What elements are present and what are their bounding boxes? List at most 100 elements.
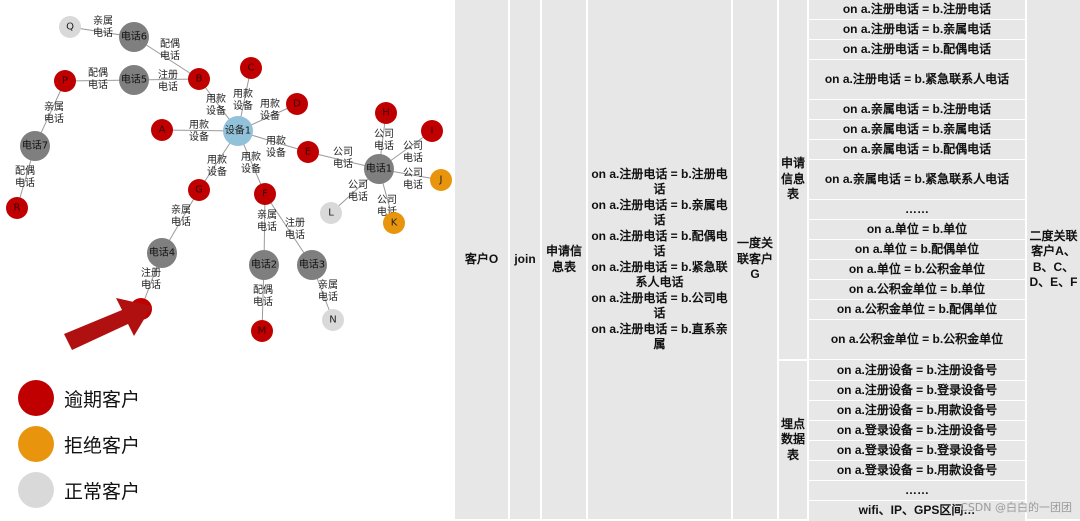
edge-label-G-phone4: 亲属电话 xyxy=(171,203,191,228)
condition-row: on a.注册设备 = b.用款设备号 xyxy=(809,401,1025,421)
node-label: J xyxy=(439,175,443,186)
node-phone2: 电话2 xyxy=(249,250,279,280)
node-label: A xyxy=(159,125,166,136)
join-logic-table: 客户O join 申请信息表 on a.注册电话 = b.注册电话 on a.注册… xyxy=(455,0,1080,521)
condition-row: on a.公积金单位 = b.单位 xyxy=(809,280,1025,300)
edge-label-L-phone1: 公司电话 xyxy=(348,180,368,203)
node-phone4: 电话4 xyxy=(147,238,177,268)
condition-row: on a.亲属电话 = b.亲属电话 xyxy=(809,120,1025,140)
watermark: CSDN @白白的一团团 xyxy=(960,501,1072,514)
node-J: J xyxy=(430,169,452,191)
node-label: H xyxy=(382,108,390,119)
node-N: N xyxy=(322,309,344,331)
node-E: E xyxy=(297,141,319,163)
node-phone1: 电话1 xyxy=(364,154,394,184)
node-Q: Q xyxy=(59,16,81,38)
node-label: D xyxy=(293,99,301,110)
node-C: C xyxy=(240,57,262,79)
node-phone5: 电话5 xyxy=(119,65,149,95)
node-circle xyxy=(249,250,279,280)
node-circle xyxy=(364,154,394,184)
edge-label-F-device1: 用款设备 xyxy=(241,150,261,175)
node-label: M xyxy=(258,326,267,337)
node-label: 电话4 xyxy=(149,246,175,259)
node-R: R xyxy=(6,197,28,219)
legend-normal-dot xyxy=(18,472,54,508)
first-condition: on a.注册电话 = b.紧急联系人电话 xyxy=(591,259,728,290)
condition-row: wifi、IP、GPS区间… xyxy=(809,501,1025,521)
legend-normal-label: 正常客户 xyxy=(64,480,141,503)
first-condition: on a.注册电话 = b.直系亲属 xyxy=(591,321,728,352)
legend-item-overdue: 逾期客户 xyxy=(18,375,140,421)
second-degree-result: 二度关联客户A、B、C、D、E、F xyxy=(1027,0,1080,519)
node-L: L xyxy=(320,202,342,224)
node-circle xyxy=(119,22,149,52)
node-K: K xyxy=(383,212,405,234)
node-I: I xyxy=(421,120,443,142)
edge-label-F-phone2: 亲属电话 xyxy=(257,208,277,233)
edge-label-I-phone1: 公司电话 xyxy=(403,141,423,164)
legend-rejected-dot xyxy=(18,426,54,462)
edge-label-A-device1: 用款设备 xyxy=(189,118,209,143)
edge-label-Q-phone6: 亲属电话 xyxy=(93,14,113,39)
node-label: 电话5 xyxy=(121,73,147,86)
node-circle xyxy=(147,238,177,268)
node-circle xyxy=(421,120,443,142)
customer-cell: 客户O xyxy=(455,0,508,519)
edge-label-B-device1: 用款设备 xyxy=(206,92,226,117)
condition-row: …… xyxy=(809,200,1025,220)
node-circle xyxy=(151,119,173,141)
node-circle xyxy=(297,250,327,280)
first-condition: on a.注册电话 = b.亲属电话 xyxy=(591,197,728,228)
node-label: C xyxy=(248,63,255,74)
node-label: 电话7 xyxy=(22,139,48,152)
node-label: 电话6 xyxy=(121,30,147,43)
edge-label-F-phone3: 注册电话 xyxy=(285,216,305,241)
edge-label-E-phone1: 公司电话 xyxy=(333,147,353,170)
condition-row: on a.登录设备 = b.注册设备号 xyxy=(809,421,1025,441)
node-label: F xyxy=(262,189,268,200)
node-label: G xyxy=(195,185,203,196)
application-table-cell: 申请信息表 xyxy=(542,0,586,519)
node-label: 设备1 xyxy=(225,124,251,137)
node-device1: 设备1 xyxy=(223,116,253,146)
condition-row: on a.登录设备 = b.登录设备号 xyxy=(809,441,1025,461)
node-circle xyxy=(254,183,276,205)
legend-overdue-dot xyxy=(18,380,54,416)
first-degree-conditions: on a.注册电话 = b.注册电话 on a.注册电话 = b.亲属电话 on a… xyxy=(588,0,731,519)
condition-row: on a.注册电话 = b.亲属电话 xyxy=(809,20,1025,40)
node-M: M xyxy=(251,320,273,342)
node-circle xyxy=(20,131,50,161)
condition-row: on a.亲属电话 = b.注册电话 xyxy=(809,100,1025,120)
node-label: R xyxy=(14,203,21,214)
condition-row: on a.亲属电话 = b.紧急联系人电话 xyxy=(809,160,1025,200)
first-condition: on a.注册电话 = b.配偶电话 xyxy=(591,228,728,259)
node-circle xyxy=(320,202,342,224)
node-circle xyxy=(286,93,308,115)
condition-row: …… xyxy=(809,481,1025,501)
node-circle xyxy=(297,141,319,163)
edge-label-G-device1: 用款设备 xyxy=(207,153,227,178)
node-G: G xyxy=(188,179,210,201)
node-circle xyxy=(223,116,253,146)
node-label: 电话2 xyxy=(251,258,277,271)
legend-rejected-label: 拒绝客户 xyxy=(64,434,141,457)
edge-label-P-phone5: 配偶电话 xyxy=(88,66,108,91)
node-circle xyxy=(54,70,76,92)
node-label: B xyxy=(196,74,203,85)
condition-row: on a.单位 = b.配偶单位 xyxy=(809,240,1025,260)
edge-label-phone6-B: 配偶电话 xyxy=(160,37,180,62)
node-label: N xyxy=(329,315,336,326)
condition-row: on a.单位 = b.单位 xyxy=(809,220,1025,240)
node-F: F xyxy=(254,183,276,205)
node-circle xyxy=(383,212,405,234)
node-P: P xyxy=(54,70,76,92)
node-circle xyxy=(430,169,452,191)
edge-label-J-phone1: 公司电话 xyxy=(403,168,423,191)
node-label: 电话1 xyxy=(366,162,392,175)
node-D: D xyxy=(286,93,308,115)
node-label: L xyxy=(328,208,334,219)
group-tracking-label: 埋点数据表 xyxy=(779,361,807,519)
node-circle xyxy=(251,320,273,342)
node-label: P xyxy=(62,76,68,87)
